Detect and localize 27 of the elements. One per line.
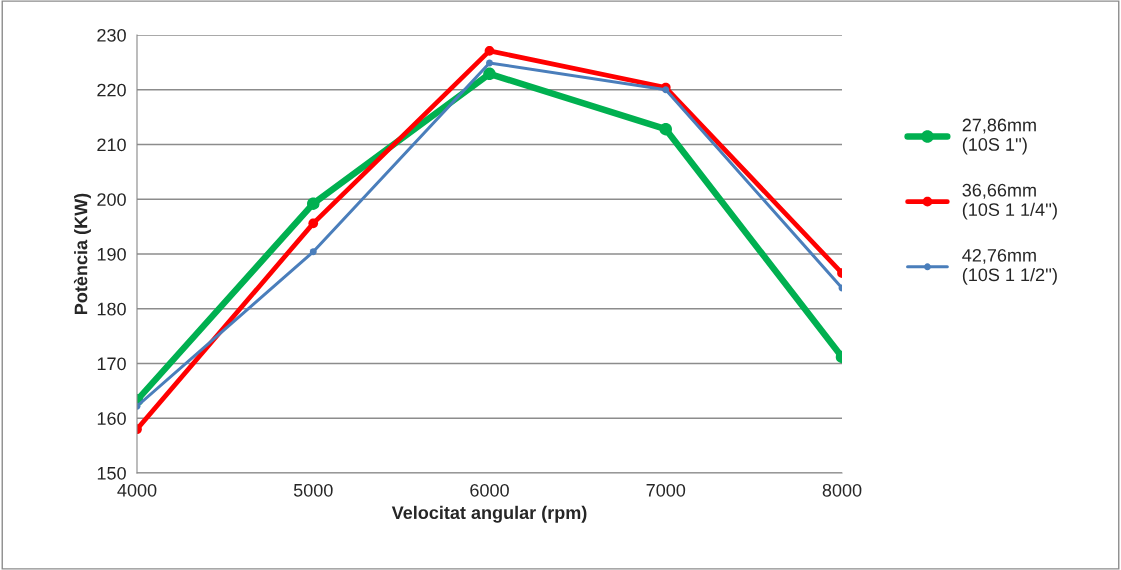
legend-label: 27,86mm (10S 1''): [962, 118, 1036, 155]
point: [662, 86, 670, 94]
y-tick-label: 160: [97, 412, 126, 425]
point: [309, 248, 317, 256]
point: [484, 46, 495, 56]
point: [307, 197, 320, 210]
y-tick-label: 150: [97, 466, 126, 480]
y-tick-label: 190: [97, 247, 126, 261]
legend-label: 36,66mm (10S 1 1/4''): [962, 183, 1057, 220]
point: [486, 59, 493, 67]
point: [483, 67, 496, 81]
y-axis-title: Potència (KW): [73, 193, 91, 314]
x-tick-label: 6000: [470, 483, 509, 497]
x-tick-label: 8000: [822, 483, 862, 497]
y-tick-label: 180: [97, 302, 126, 316]
y-tick-label: 210: [97, 138, 126, 152]
point: [659, 122, 672, 136]
x-tick-label: 4000: [117, 483, 157, 497]
x-tick-label: 5000: [293, 483, 333, 497]
y-tick-label: 170: [97, 357, 126, 371]
y-tick-label: 200: [97, 193, 126, 206]
y-tick-label: 220: [97, 83, 126, 97]
x-axis-title: Velocitat angular (rpm): [391, 505, 587, 523]
point: [308, 218, 319, 229]
y-tick-label: 230: [97, 28, 126, 42]
legend-label: 42,76mm (10S 1 1/2''): [962, 248, 1057, 285]
x-tick-label: 7000: [646, 483, 686, 497]
